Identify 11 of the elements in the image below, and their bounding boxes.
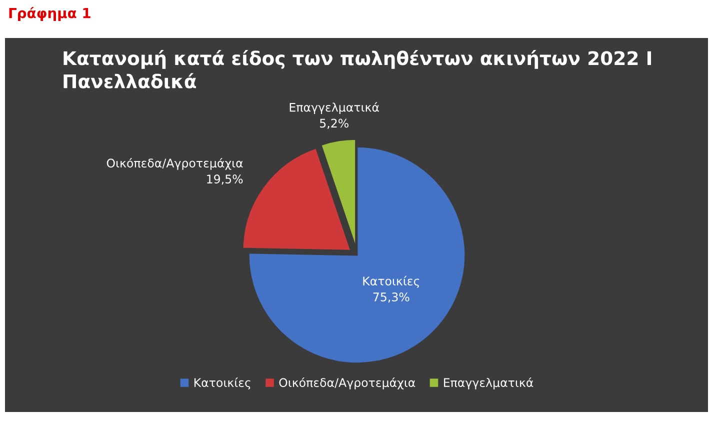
slice-label: Επαγγελματικά [290,102,379,114]
legend-label: Επαγγελματικά [444,377,534,390]
chart-title: Κατανομή κατά είδος των πωληθέντων ακινήτων 2022 Ι Πανελλαδικά [64,50,652,89]
data-label: 19,5% [207,174,243,185]
legend-label: Κατοικίες [194,377,250,390]
slice-label: Κατοικίες [363,276,420,288]
data-label: 5,2% [320,118,348,129]
text: Γράφημα 1 [9,6,90,22]
legend-label: Οικόπεδα/Αγροτεμάχια [279,377,416,390]
data-label: 75,3% [373,292,410,303]
slice-label: Οικόπεδα/Αγροτεμάχια [106,158,243,170]
